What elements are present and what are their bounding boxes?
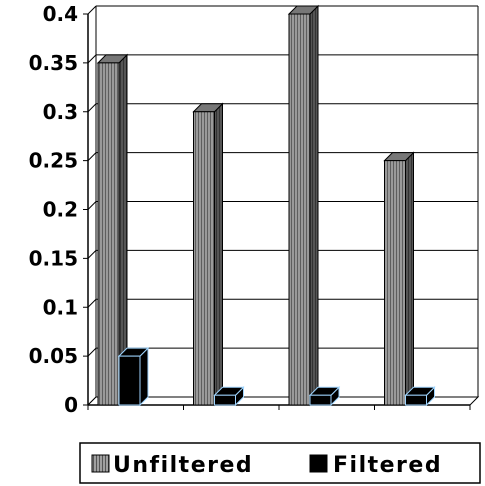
gridline-depth xyxy=(87,5,97,15)
gridline-depth xyxy=(87,152,97,161)
y-tick-label: 0.3 xyxy=(43,100,78,124)
bar-unfiltered xyxy=(192,102,224,407)
y-tick-label: 0.4 xyxy=(43,2,78,26)
gridlines xyxy=(86,5,480,406)
gridline-depth xyxy=(87,103,97,113)
bar-unfiltered xyxy=(383,151,415,407)
y-tick-label: 0.05 xyxy=(29,344,78,368)
gridline-depth xyxy=(87,298,97,308)
bar-filtered xyxy=(213,386,245,407)
legend-swatch-unfiltered xyxy=(91,454,110,473)
y-tick-label: 0 xyxy=(64,393,78,417)
y-tick-label: 0.1 xyxy=(43,295,78,319)
legend-box xyxy=(79,442,481,484)
bar-filtered xyxy=(404,386,436,407)
y-tick-label: 0.25 xyxy=(29,149,78,173)
gridline-depth xyxy=(87,54,97,64)
bar-unfiltered xyxy=(287,4,320,407)
legend-label-unfiltered: Unfiltered xyxy=(113,453,253,478)
legend-swatch-filtered xyxy=(309,454,328,473)
legend: Unfiltered Filtered xyxy=(79,442,481,484)
y-tick-label: 0.15 xyxy=(29,246,78,270)
y-axis: 0 0.05 0.1 0.15 0.2 0.25 0.3 0.35 0.4 xyxy=(29,2,471,417)
gridline-depth xyxy=(87,347,97,357)
y-tick-label: 0.2 xyxy=(43,198,78,222)
bar-filtered xyxy=(308,386,341,407)
legend-label-filtered: Filtered xyxy=(333,453,442,478)
bar-filtered xyxy=(117,346,150,407)
gridline-depth xyxy=(87,250,97,259)
bars xyxy=(96,4,436,407)
gridline-depth xyxy=(87,201,97,210)
y-tick-label: 0.35 xyxy=(29,51,78,75)
